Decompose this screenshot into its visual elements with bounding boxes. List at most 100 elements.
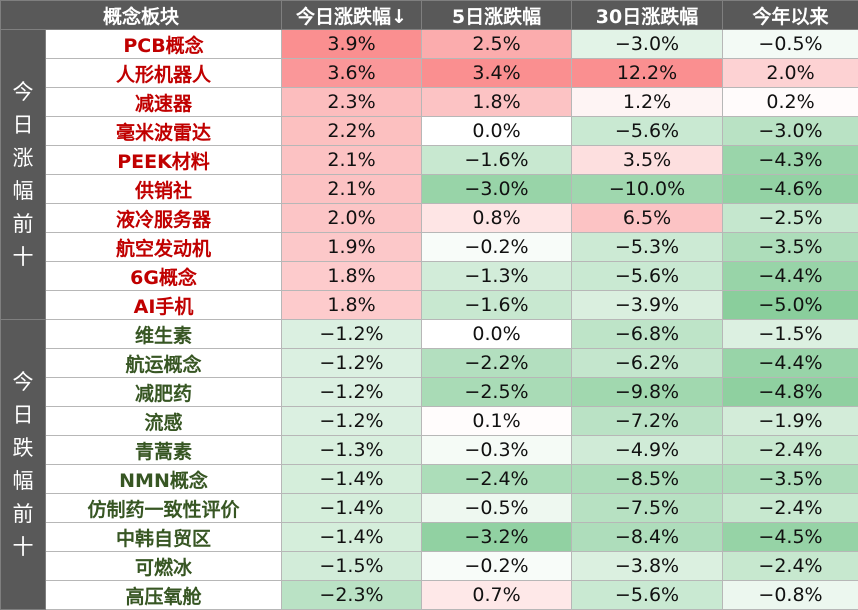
group-label-char: 日: [12, 112, 34, 137]
group-label-char: 前: [12, 211, 34, 236]
today-change-cell: −1.2%: [281, 319, 423, 349]
ytd-change-cell: −5.0%: [722, 290, 858, 320]
ytd-change-cell: −4.4%: [722, 261, 858, 291]
table-row: 今日跌幅前十维生素 −1.2% 0.0% −6.8% −1.5%: [0, 319, 858, 610]
today-change-cell: −1.4%: [281, 522, 423, 552]
5day-change-cell: 0.7%: [421, 580, 573, 610]
5day-change-cell: −2.5%: [421, 377, 573, 407]
5day-change-cell: 0.8%: [421, 203, 573, 233]
30day-change-cell: −4.9%: [571, 435, 724, 465]
ytd-change-cell: −3.0%: [722, 116, 858, 146]
sector-name-cell[interactable]: 航运概念: [44, 348, 283, 378]
today-change-cell: −1.2%: [281, 406, 423, 436]
table-row: 减速器 2.3% 1.8% 1.2% 0.2%: [1, 87, 858, 117]
ytd-change-cell: −4.8%: [722, 377, 858, 407]
5day-change-cell: 0.0%: [421, 319, 573, 349]
sector-name-cell[interactable]: 供销社: [44, 174, 283, 204]
table-row: NMN概念 −1.4% −2.4% −8.5% −3.5%: [1, 464, 858, 494]
group-label-char: 幅: [12, 178, 34, 203]
5day-change-cell: −1.6%: [421, 290, 573, 320]
sector-name-cell[interactable]: 青蒿素: [44, 435, 283, 465]
ytd-change-cell: 0.2%: [722, 87, 858, 117]
30day-change-cell: 12.2%: [571, 58, 724, 88]
ytd-change-cell: −0.8%: [722, 580, 858, 610]
30day-change-cell: −3.0%: [571, 29, 724, 59]
group-label-text: 今日涨幅前十: [13, 76, 34, 274]
header-ytd-change[interactable]: 今年以来: [722, 0, 858, 30]
header-concept-sector: 概念板块: [0, 0, 283, 30]
30day-change-cell: −5.6%: [571, 116, 724, 146]
table-row: 供销社 2.1% −3.0% −10.0% −4.6%: [1, 174, 858, 204]
ytd-change-cell: −4.5%: [722, 522, 858, 552]
table-row: 高压氧舱 −2.3% 0.7% −5.6% −0.8%: [1, 580, 858, 610]
table-row: 减肥药 −1.2% −2.5% −9.8% −4.8%: [1, 377, 858, 407]
table-row: AI手机 1.8% −1.6% −3.9% −5.0%: [1, 290, 858, 320]
sector-name-cell[interactable]: 可燃冰: [44, 551, 283, 581]
5day-change-cell: 1.8%: [421, 87, 573, 117]
30day-change-cell: −7.2%: [571, 406, 724, 436]
sector-name-cell[interactable]: 流感: [44, 406, 283, 436]
30day-change-cell: −7.5%: [571, 493, 724, 523]
ytd-change-cell: −2.4%: [722, 435, 858, 465]
table-row: 流感 −1.2% 0.1% −7.2% −1.9%: [1, 406, 858, 436]
group-label-char: 跌: [12, 435, 34, 460]
group-label-top-gainers: 今日涨幅前十: [0, 29, 46, 320]
table-row: PEEK材料 2.1% −1.6% 3.5% −4.3%: [1, 145, 858, 175]
table-row: 毫米波雷达 2.2% 0.0% −5.6% −3.0%: [1, 116, 858, 146]
header-row: 概念板块 今日涨跌幅↓ 5日涨跌幅 30日涨跌幅 今年以来: [0, 0, 858, 30]
sector-name-cell[interactable]: 维生素: [44, 319, 283, 349]
table-row: 今日涨幅前十 PCB概念 3.9% 2.5% −3.0% −0.5%: [0, 29, 858, 320]
30day-change-cell: −6.2%: [571, 348, 724, 378]
ytd-change-cell: −3.5%: [722, 232, 858, 262]
sector-name-cell[interactable]: 6G概念: [44, 261, 283, 291]
table-row: 6G概念 1.8% −1.3% −5.6% −4.4%: [1, 261, 858, 291]
group-label-char: 十: [12, 534, 34, 559]
sector-name-cell[interactable]: PCB概念: [44, 29, 283, 59]
group-label-char: 日: [12, 402, 34, 427]
table-row: 航运概念 −1.2% −2.2% −6.2% −4.4%: [1, 348, 858, 378]
header-today-change[interactable]: 今日涨跌幅↓: [281, 0, 423, 30]
30day-change-cell: −5.3%: [571, 232, 724, 262]
today-change-cell: −2.3%: [281, 580, 423, 610]
5day-change-cell: −0.5%: [421, 493, 573, 523]
today-change-cell: 2.0%: [281, 203, 423, 233]
sector-name-cell[interactable]: AI手机: [44, 290, 283, 320]
5day-change-cell: 0.1%: [421, 406, 573, 436]
header-5day-change[interactable]: 5日涨跌幅: [421, 0, 573, 30]
sector-name-cell[interactable]: PEEK材料: [44, 145, 283, 175]
sector-name-cell[interactable]: 航空发动机: [44, 232, 283, 262]
sector-name-cell[interactable]: 人形机器人: [44, 58, 283, 88]
30day-change-cell: −8.4%: [571, 522, 724, 552]
30day-change-cell: −5.6%: [571, 580, 724, 610]
sector-name-cell[interactable]: 减肥药: [44, 377, 283, 407]
sector-name-cell[interactable]: 减速器: [44, 87, 283, 117]
5day-change-cell: −1.3%: [421, 261, 573, 291]
sector-name-cell[interactable]: 中韩自贸区: [44, 522, 283, 552]
table-body: 今日涨幅前十 PCB概念 3.9% 2.5% −3.0% −0.5% 人形机器人 3.6% 3.…: [0, 29, 858, 610]
today-change-cell: −1.4%: [281, 464, 423, 494]
sector-name-cell[interactable]: 液冷服务器: [44, 203, 283, 233]
ytd-change-cell: −1.5%: [722, 319, 858, 349]
today-change-cell: −1.2%: [281, 377, 423, 407]
header-30day-change[interactable]: 30日涨跌幅: [571, 0, 724, 30]
5day-change-cell: −2.2%: [421, 348, 573, 378]
5day-change-cell: −0.2%: [421, 232, 573, 262]
sector-name-cell[interactable]: 毫米波雷达: [44, 116, 283, 146]
sector-name-cell[interactable]: NMN概念: [44, 464, 283, 494]
30day-change-cell: 3.5%: [571, 145, 724, 175]
30day-change-cell: −9.8%: [571, 377, 724, 407]
sector-name-cell[interactable]: 高压氧舱: [44, 580, 283, 610]
30day-change-cell: −5.6%: [571, 261, 724, 291]
5day-change-cell: 3.4%: [421, 58, 573, 88]
5day-change-cell: −3.2%: [421, 522, 573, 552]
sector-name-cell[interactable]: 仿制药一致性评价: [44, 493, 283, 523]
group-label-char: 涨: [12, 145, 34, 170]
ytd-change-cell: −3.5%: [722, 464, 858, 494]
ytd-change-cell: −2.5%: [722, 203, 858, 233]
table-row: 航空发动机 1.9% −0.2% −5.3% −3.5%: [1, 232, 858, 262]
30day-change-cell: −10.0%: [571, 174, 724, 204]
5day-change-cell: −1.6%: [421, 145, 573, 175]
table-row: 中韩自贸区 −1.4% −3.2% −8.4% −4.5%: [1, 522, 858, 552]
ytd-change-cell: 2.0%: [722, 58, 858, 88]
